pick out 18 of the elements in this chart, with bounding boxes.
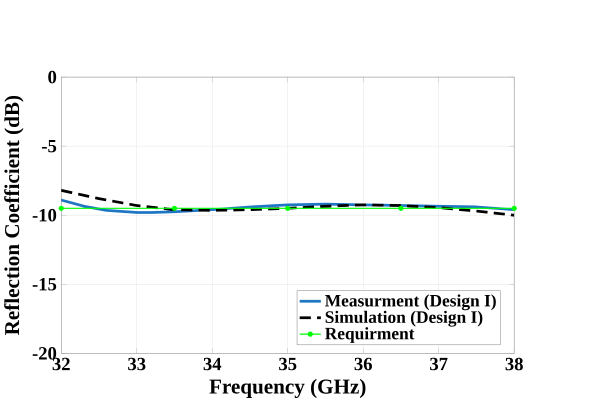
x-tick-label: 38: [506, 358, 523, 370]
y-axis-title: Reflection Coefficient (dB): [4, 96, 24, 336]
y-tick-label: -15: [32, 278, 56, 291]
legend-label: Requirment: [325, 327, 414, 344]
legend-label: Measurment (Design I): [325, 294, 496, 310]
x-axis-title: Frequency (GHz): [209, 378, 366, 398]
y-tick-label: -5: [42, 140, 56, 152]
x-tick-label: 32: [52, 358, 70, 370]
line-series: [61, 189, 514, 217]
x-tick-label: 37: [430, 358, 448, 370]
y-tick-label: -20: [32, 347, 56, 360]
legend-label: Simulation (Design I): [326, 310, 482, 327]
x-tick-label: 36: [354, 358, 372, 370]
x-tick-label: 34: [204, 358, 222, 370]
y-tick-label: -10: [32, 209, 56, 222]
x-tick-label: 35: [279, 358, 296, 370]
y-tick-label: 0: [48, 70, 56, 84]
x-tick-label: 33: [128, 358, 146, 370]
